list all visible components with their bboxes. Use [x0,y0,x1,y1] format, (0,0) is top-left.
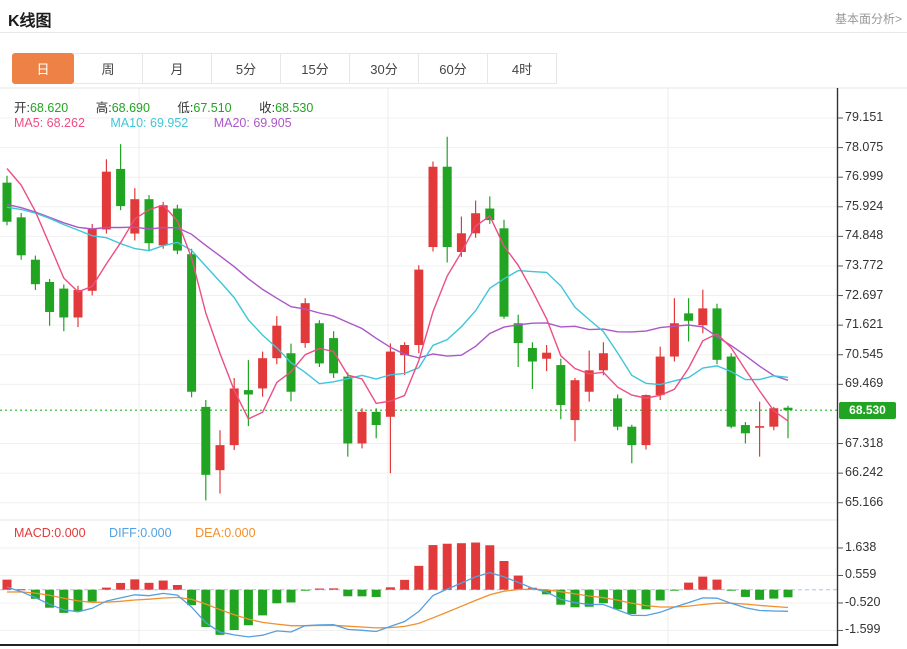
price-tick-72.697: 72.697 [845,287,884,302]
price-tick-78.075: 78.075 [845,139,884,154]
price-tick-71.621: 71.621 [845,317,884,332]
high-value: 68.690 [111,101,150,115]
ma5-value: 68.262 [46,116,85,130]
page-header: K线图 基本面分析> [0,0,907,33]
diff-value: 0.000 [140,526,172,540]
ohlc-legend: 开:68.620 高:68.690 低:67.510 收:68.530 [14,97,337,116]
price-tick-67.318: 67.318 [845,435,884,450]
ma10-label: MA10: [110,116,147,130]
macd-tick--0.52: -0.520 [845,594,881,609]
period-tabbar: 日周月 5分 15分 30分 60分 4时 [12,53,557,84]
price-tick-79.151: 79.151 [845,110,884,124]
price-tick-74.848: 74.848 [845,228,884,243]
macd-tick-0.559: 0.559 [845,567,877,582]
high-label: 高: [95,101,112,115]
tab-60分[interactable]: 60分 [418,53,488,84]
tab-30分[interactable]: 30分 [349,53,419,84]
macd-value: 0.000 [54,526,86,540]
dea-value: 0.000 [224,526,256,540]
open-label: 开: [14,101,30,115]
low-label: 低: [177,101,194,115]
price-tick-75.924: 75.924 [845,198,884,213]
ma10-value: 69.952 [150,116,189,130]
macd-label: MACD: [14,526,55,540]
tab-月[interactable]: 月 [142,53,212,84]
ma-legend: MA5: 68.262 MA10: 69.952 MA20: 69.905 [14,116,314,130]
open-value: 68.620 [29,101,69,115]
price-tick-73.772: 73.772 [845,257,884,272]
macd-tick--1.599: -1.599 [845,622,881,637]
low-value: 67.510 [193,101,232,115]
tab-5分[interactable]: 5分 [211,53,281,84]
ma5-label: MA5: [14,116,44,130]
current-price-badge: 68.530 [839,401,896,419]
tab-日[interactable]: 日 [12,53,74,84]
price-tick-69.469: 69.469 [845,376,884,391]
fundamental-analysis-link[interactable]: 基本面分析> [834,12,902,26]
macd-legend: MACD:0.000 DIFF:0.000 DEA:0.000 [14,526,276,540]
tab-周[interactable]: 周 [73,53,143,84]
ma20-label: MA20: [213,116,250,130]
dea-label: DEA: [195,526,225,540]
tab-15分[interactable]: 15分 [280,53,350,84]
page-title: K线图 [8,13,52,30]
price-tick-66.242: 66.242 [845,465,884,480]
price-tick-76.999: 76.999 [845,169,884,184]
macd-tick-1.638: 1.638 [845,539,877,554]
close-label: 收: [259,101,276,115]
ma20-value: 69.905 [253,116,292,130]
price-tick-70.545: 70.545 [845,346,884,361]
price-tick-65.166: 65.166 [845,494,884,509]
close-value: 68.530 [275,101,314,115]
tab-4时[interactable]: 4时 [487,53,557,84]
diff-label: DIFF: [109,526,141,540]
